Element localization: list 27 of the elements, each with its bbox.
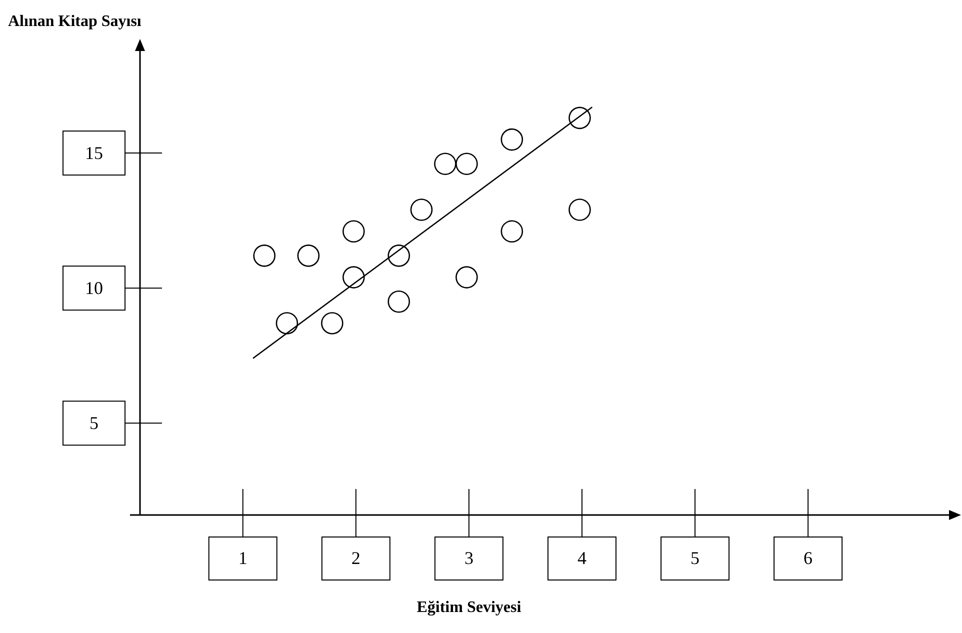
x-tick-label: 1 <box>238 548 248 568</box>
x-tick-label: 6 <box>804 548 813 568</box>
point <box>342 266 365 288</box>
point <box>297 244 320 267</box>
point <box>321 312 344 334</box>
point <box>568 106 591 130</box>
point <box>388 244 410 267</box>
point <box>500 220 524 243</box>
point <box>276 312 298 334</box>
x-tick-label: 3 <box>464 548 474 568</box>
point <box>500 128 524 151</box>
point <box>253 244 276 267</box>
point <box>456 266 478 288</box>
point <box>388 290 410 313</box>
y-tick-label: 5 <box>90 413 98 434</box>
point <box>456 152 478 175</box>
y-tick-label: 15 <box>85 143 103 164</box>
point <box>342 220 365 243</box>
x-tick-label: 5 <box>690 548 700 568</box>
x-tick-label: 4 <box>577 548 586 568</box>
point <box>410 198 433 221</box>
point <box>434 152 456 175</box>
y-tick-label: 10 <box>85 278 103 298</box>
y-axis-title: Alınan Kitap Sayısı <box>8 13 142 30</box>
x-tick-label: 2 <box>351 548 360 568</box>
point <box>568 198 591 221</box>
x-axis-title: Eğitim Seviyesi <box>416 599 522 616</box>
